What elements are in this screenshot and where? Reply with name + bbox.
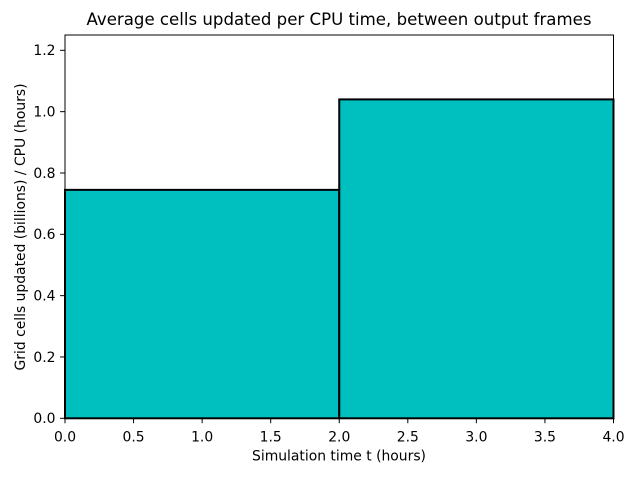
x-tick-label: 0.0 bbox=[54, 430, 76, 446]
x-tick-label: 2.5 bbox=[397, 430, 419, 446]
chart-title: Average cells updated per CPU time, betw… bbox=[87, 10, 592, 29]
x-tick-label: 3.5 bbox=[534, 430, 556, 446]
y-axis-label: Grid cells updated (billions) / CPU (hou… bbox=[13, 84, 29, 371]
y-tick-label: 0.2 bbox=[33, 350, 55, 366]
x-tick-label: 2.0 bbox=[328, 430, 350, 446]
y-tick-label: 0.0 bbox=[33, 411, 55, 427]
bars-layer bbox=[64, 98, 615, 420]
histogram-bar bbox=[64, 188, 341, 420]
x-axis-ticks: 0.0 0.5 1.0 1.5 2.0 2.5 3.0 3.5 4.0 bbox=[54, 418, 625, 446]
y-tick-label: 0.6 bbox=[33, 227, 55, 243]
y-axis-ticks: 0.0 0.2 0.4 0.6 0.8 1.0 1.2 bbox=[33, 43, 65, 427]
y-tick-label: 0.4 bbox=[33, 288, 55, 304]
x-tick-label: 4.0 bbox=[602, 430, 624, 446]
x-axis-label: Simulation time t (hours) bbox=[252, 449, 426, 465]
y-tick-label: 0.8 bbox=[33, 166, 55, 182]
x-tick-label: 3.0 bbox=[465, 430, 487, 446]
x-tick-label: 1.5 bbox=[260, 430, 282, 446]
x-tick-label: 1.0 bbox=[191, 430, 213, 446]
histogram-bar bbox=[338, 98, 615, 420]
y-tick-label: 1.2 bbox=[33, 43, 55, 59]
x-tick-label: 0.5 bbox=[123, 430, 145, 446]
y-tick-label: 1.0 bbox=[33, 104, 55, 120]
